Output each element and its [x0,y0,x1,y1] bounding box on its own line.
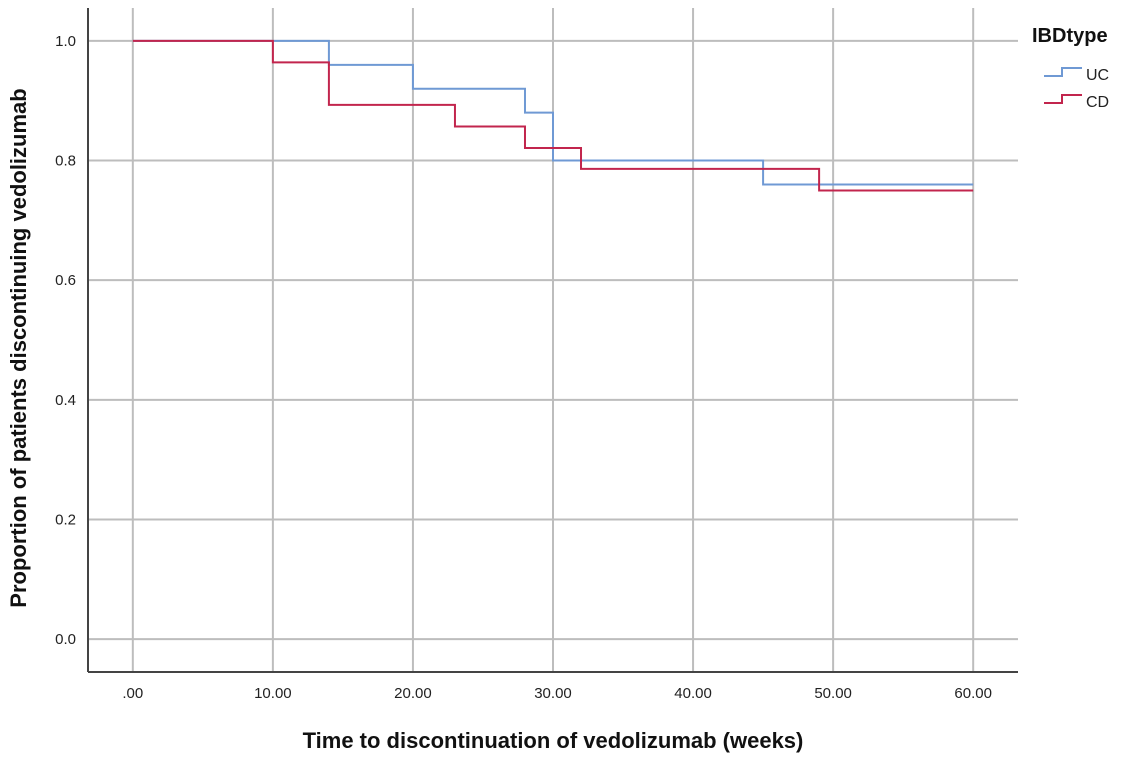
x-tick-label: 60.00 [954,685,992,702]
y-tick-label: 0.0 [55,631,76,648]
x-axis-title: Time to discontinuation of vedolizumab (… [303,728,804,753]
axes-layer [87,8,1018,673]
series-line-uc [132,39,974,186]
x-tick-label: 30.00 [534,685,572,702]
y-tick-label: 0.6 [55,272,76,289]
x-tick-label: 20.00 [394,685,432,702]
y-axis-title: Proportion of patients discontinuing ved… [6,88,31,607]
legend-swatch-cd [1044,94,1082,104]
tick-labels: .00 10.00 20.00 30.00 40.00 50.00 60.00 0.0 0.2 0… [55,33,992,702]
legend-label-uc: UC [1086,67,1109,84]
x-tick-label: 10.00 [254,685,292,702]
x-tick-label: .00 [122,685,143,702]
legend-label-cd: CD [1086,94,1109,111]
x-tick-label: 50.00 [814,685,852,702]
series-layer [132,39,974,192]
x-tick-label: 40.00 [674,685,712,702]
y-tick-label: 0.4 [55,392,76,409]
y-tick-label: 0.2 [55,511,76,528]
grid-layer [88,8,1018,672]
y-tick-label: 1.0 [55,33,76,50]
y-tick-label: 0.8 [55,153,76,170]
series-line-cd [132,39,974,192]
legend: IBDtype UC CD [1032,25,1109,111]
legend-swatch-uc [1044,67,1082,77]
legend-title: IBDtype [1032,25,1108,47]
